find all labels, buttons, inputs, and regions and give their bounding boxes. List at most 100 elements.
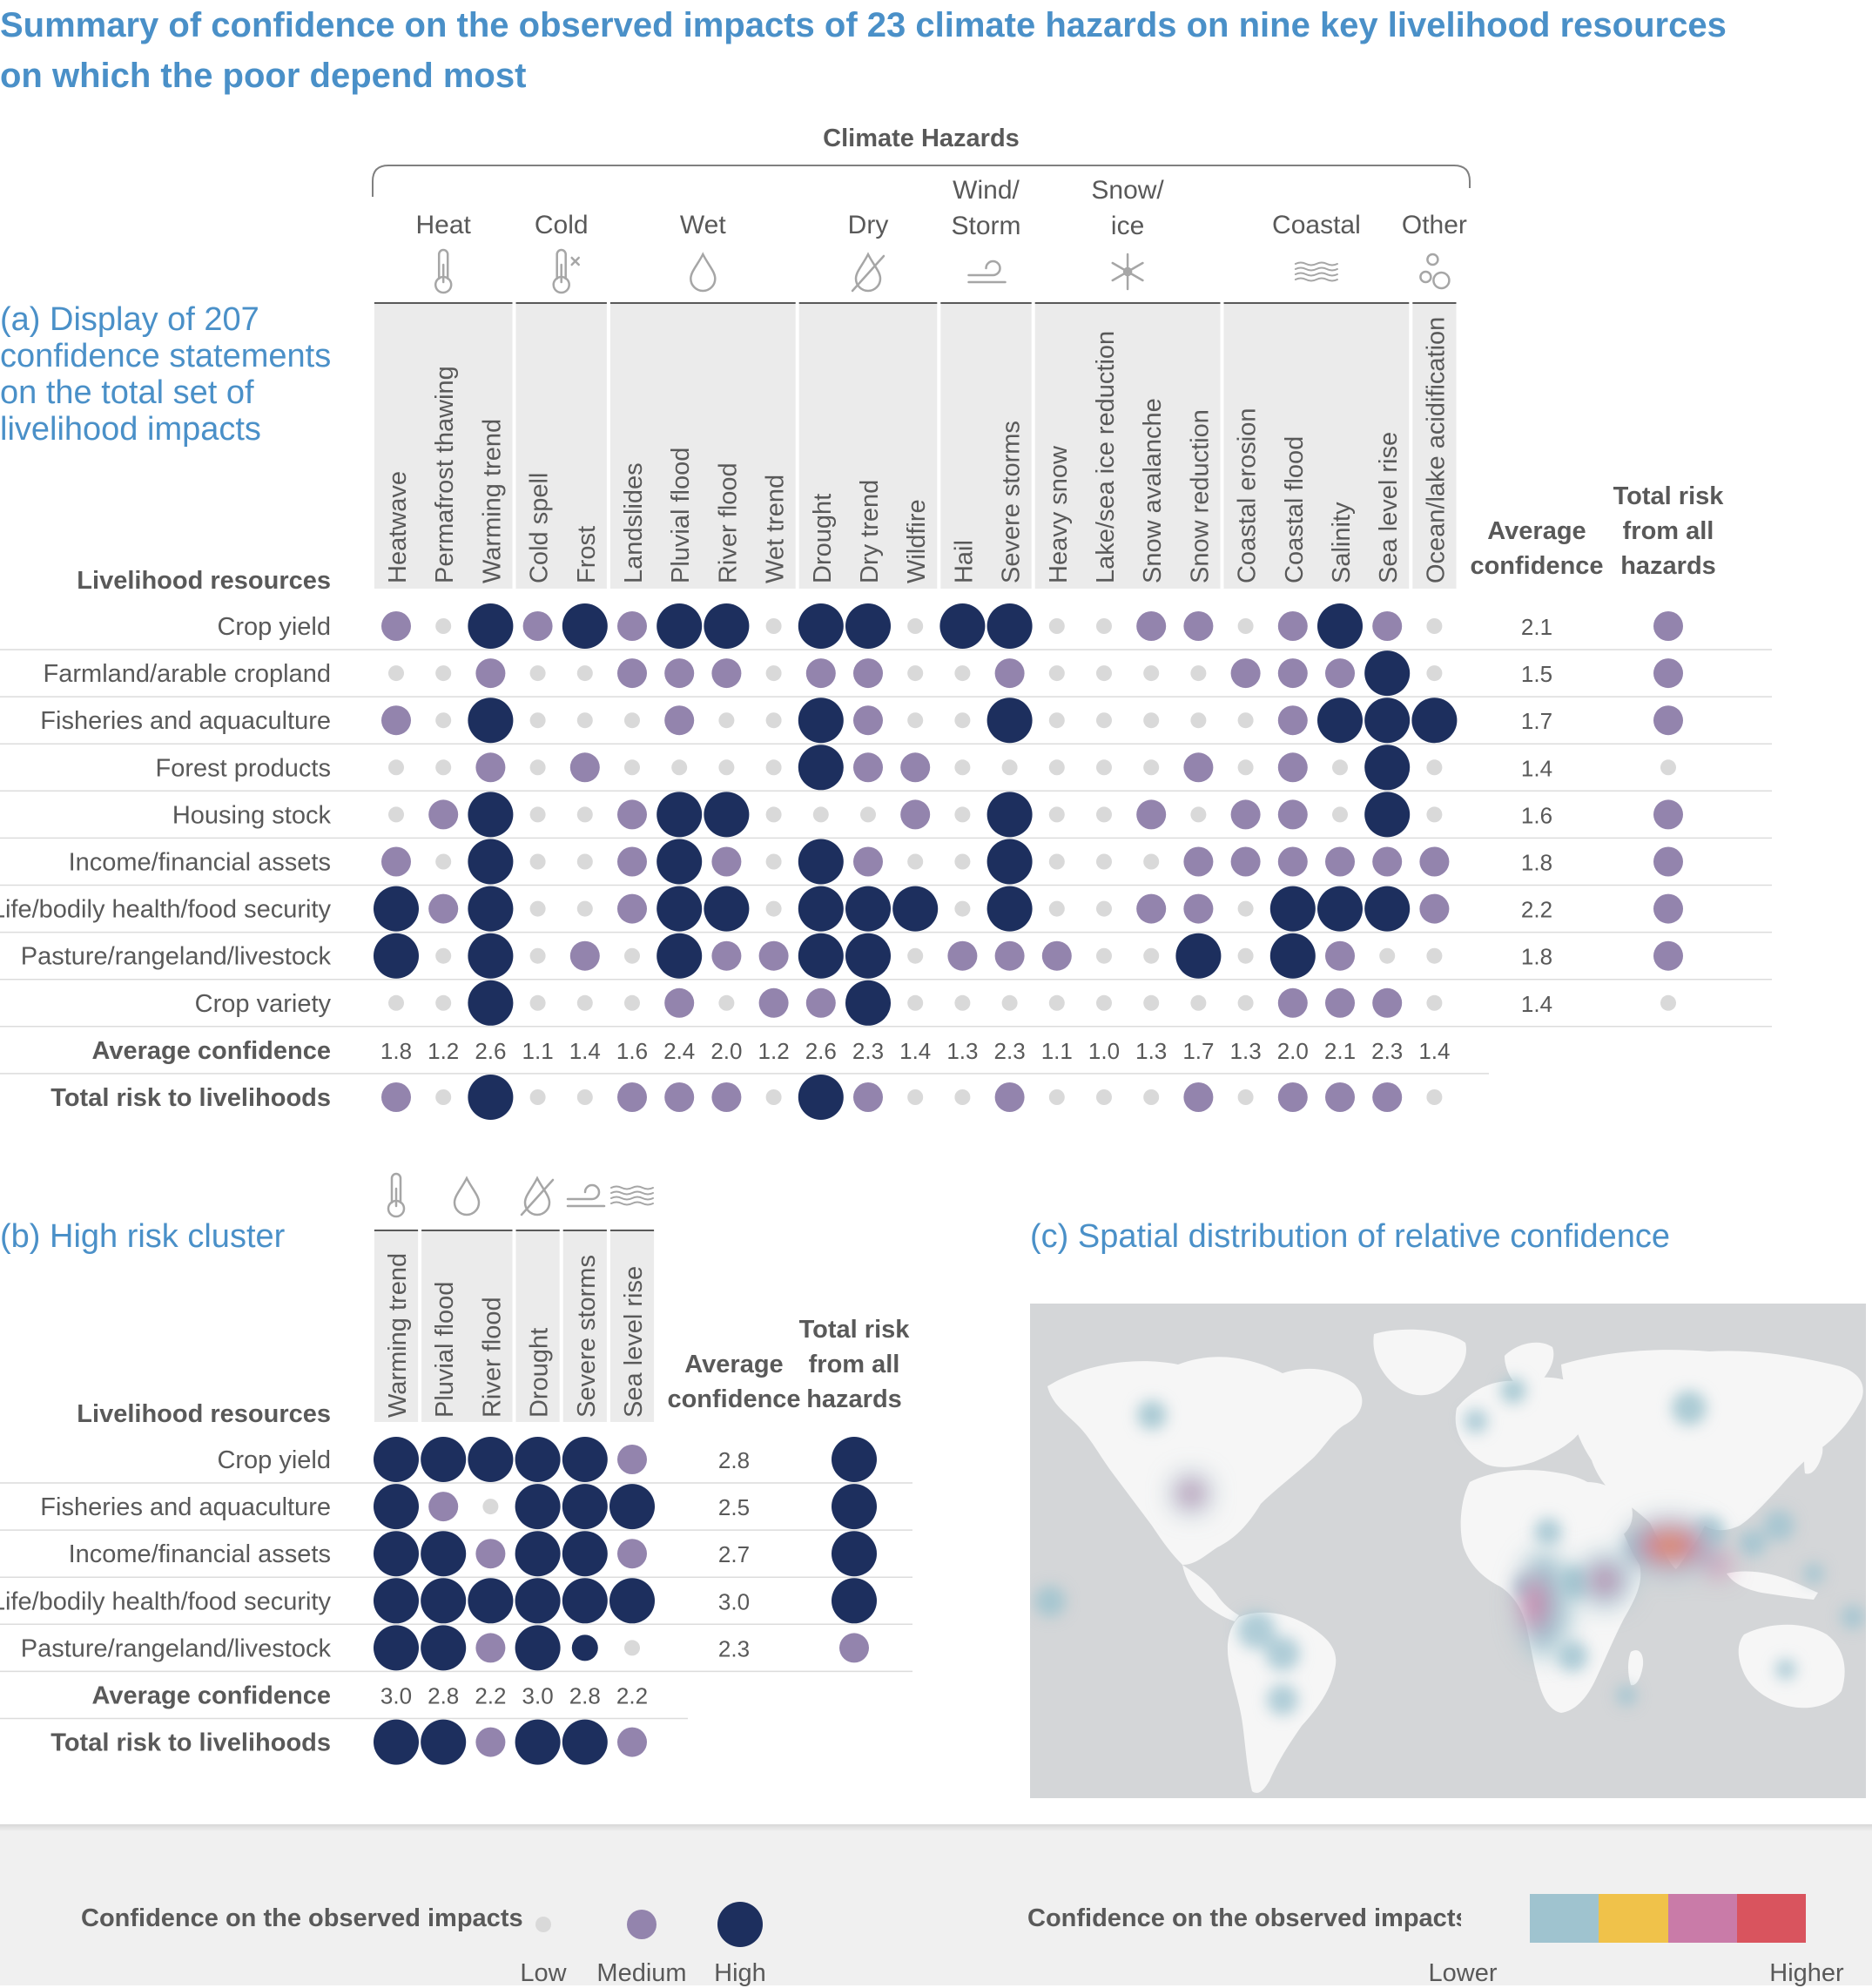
panel-b-matrix: Warming trend Pluvial flood River flood Dro… <box>0 1172 912 1765</box>
confidence-dot <box>1183 893 1214 924</box>
map-hotspot-east-africa-core <box>1523 1576 1547 1632</box>
confidence-dot <box>475 1633 506 1663</box>
confidence-dot <box>1364 650 1411 697</box>
confidence-dot <box>1325 987 1355 1018</box>
hazard-column-label: Permafrost thawing <box>431 366 459 583</box>
panel-a-label-line: confidence statements <box>0 338 332 374</box>
confidence-dot <box>1183 752 1214 783</box>
confidence-dot <box>1426 759 1443 776</box>
confidence-dot <box>576 665 593 682</box>
hazard-group-header-bg <box>940 303 1032 589</box>
confidence-dot <box>987 697 1033 744</box>
hazard-group-name: Coastal <box>1272 211 1361 239</box>
confidence-dot <box>468 886 514 932</box>
panel-b-title: (b) High risk cluster <box>0 1218 286 1255</box>
confidence-dot <box>907 853 924 870</box>
hazard-total-risk-dot <box>664 1082 695 1112</box>
confidence-dot <box>421 1531 467 1577</box>
legend-high-label: High <box>714 1959 766 1987</box>
hazard-total-risk-dot <box>1096 1089 1112 1105</box>
confidence-dot <box>954 853 971 870</box>
confidence-dot <box>798 933 844 979</box>
confidence-dot <box>468 980 514 1026</box>
confidence-dot <box>435 712 452 729</box>
hazard-column-label: Hail <box>950 540 978 583</box>
hazard-average-value: 1.0 <box>1088 1038 1120 1064</box>
confidence-dot <box>987 792 1033 838</box>
hazard-column-label: Sea level rise <box>620 1266 648 1418</box>
hazard-total-risk-dot <box>374 1719 419 1765</box>
dot-size-legend <box>535 1902 763 1947</box>
confidence-dot <box>718 759 735 776</box>
map-blob <box>1265 1636 1300 1671</box>
icon-stroke <box>1122 266 1133 277</box>
confidence-dot <box>907 994 924 1011</box>
hazard-total-risk-dot <box>994 1082 1025 1112</box>
resource-total-risk-dot <box>1660 994 1676 1011</box>
confidence-dot <box>1096 665 1112 682</box>
confidence-dot <box>1364 792 1411 838</box>
hazard-average-value: 2.6 <box>805 1038 837 1064</box>
map-hotspot-usa-core <box>1180 1482 1202 1505</box>
confidence-dot <box>388 759 404 776</box>
resource-total-risk-dot <box>1653 705 1683 736</box>
legend-low-dot <box>535 1917 551 1932</box>
map-blob <box>1803 1563 1824 1584</box>
hazard-column-label: Lake/sea ice reduction <box>1092 331 1120 583</box>
resource-average-value: 1.4 <box>1521 755 1552 781</box>
confidence-dot <box>718 994 735 1011</box>
confidence-dot <box>657 839 703 885</box>
confidence-dot <box>994 940 1025 971</box>
hazard-column-label: Sea level rise <box>1375 432 1403 583</box>
hazard-average-value: 1.4 <box>899 1038 931 1064</box>
hazard-total-risk-dot <box>853 1082 883 1112</box>
resource-row-label: Forest products <box>156 754 331 782</box>
icon-stroke <box>1432 271 1451 290</box>
icon-stroke <box>854 252 882 293</box>
resource-row-label: Crop variety <box>195 990 332 1018</box>
confidence-dot <box>1183 846 1214 877</box>
panel-a-matrix: Climate Hazards Heat Cold Wet Dry Wind/Storm S… <box>0 125 1772 1120</box>
icon-stroke <box>570 256 580 266</box>
hazard-average-value: 3.0 <box>522 1683 554 1709</box>
resource-total-risk-dot <box>832 1484 877 1530</box>
confidence-dot <box>529 759 546 776</box>
hazard-total-risk-dot <box>1277 1082 1308 1112</box>
confidence-dot <box>1190 806 1207 823</box>
confidence-dot <box>468 1578 514 1624</box>
confidence-dot <box>664 705 695 736</box>
confidence-dot <box>1269 933 1316 979</box>
confidence-dot <box>1048 712 1065 729</box>
title-line-2: on which the poor depend most <box>0 57 527 95</box>
confidence-dot <box>1041 940 1072 971</box>
confidence-dot <box>900 799 931 830</box>
confidence-dot <box>954 712 971 729</box>
resource-row-label: Farmland/arable cropland <box>44 660 331 688</box>
hazard-group-header-bg <box>515 1230 560 1422</box>
hazard-total-risk-dot <box>529 1089 546 1105</box>
hazard-group-name: Snow/ <box>1091 176 1164 205</box>
confidence-dot <box>1277 658 1308 689</box>
confidence-dot <box>421 1578 467 1624</box>
legend-area: Confidence on the observed impacts Low M… <box>0 1824 1872 1987</box>
confidence-dot <box>1096 900 1112 917</box>
resource-row-label: Housing stock <box>172 801 332 829</box>
snowflake-icon <box>1111 253 1144 291</box>
resource-average-value: 1.5 <box>1521 661 1552 687</box>
confidence-dot <box>1237 947 1254 964</box>
confidence-dot <box>704 792 750 838</box>
hazard-column-label: Salinity <box>1328 502 1356 583</box>
figure-title: Summary of confidence on the observed im… <box>0 0 1727 101</box>
confidence-dot <box>571 1634 598 1661</box>
confidence-dot <box>381 705 411 736</box>
hazard-column-label: Heavy snow <box>1045 445 1073 583</box>
confidence-dot <box>1332 806 1348 823</box>
bubbles-icon <box>1419 253 1451 290</box>
hazard-group-name: Storm <box>951 212 1020 240</box>
hazard-total-risk-dot <box>1237 1089 1254 1105</box>
confidence-dot <box>812 806 829 823</box>
confidence-dot <box>374 933 419 979</box>
confidence-dot <box>1332 759 1348 776</box>
confidence-dot <box>515 1531 561 1577</box>
confidence-dot <box>987 886 1033 932</box>
